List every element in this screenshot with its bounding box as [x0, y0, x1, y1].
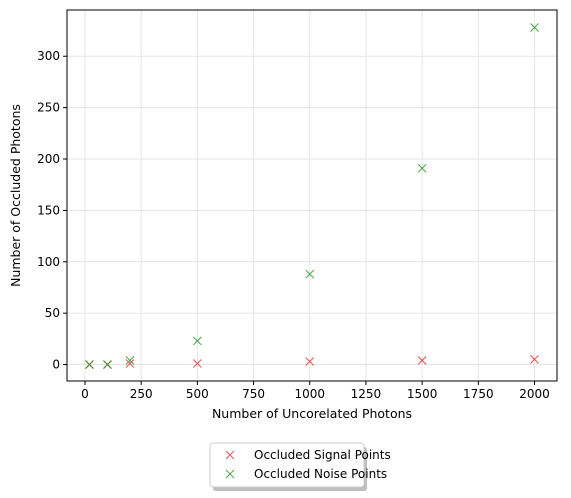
legend-marker-0 [225, 450, 235, 460]
data-point-series-1 [417, 163, 427, 173]
data-point-series-0 [192, 359, 202, 368]
x-tick-label: 1750 [463, 387, 494, 401]
legend: Occluded Signal Points Occluded Noise Poi… [209, 442, 391, 491]
data-point-series-0 [417, 356, 427, 365]
x-tick-label: 1500 [407, 387, 438, 401]
y-tick-label: 0 [52, 358, 60, 372]
x-tick-label: 1000 [294, 387, 325, 401]
y-tick-label: 250 [37, 101, 60, 115]
x-tick-label: 750 [242, 387, 265, 401]
plot-frame [66, 9, 558, 382]
y-tick-label: 50 [45, 306, 60, 320]
y-axis-label: Number of Occluded Photons [8, 104, 23, 287]
legend-box [209, 442, 365, 488]
data-point-series-0 [125, 359, 135, 368]
x-tick-label: 0 [81, 387, 89, 401]
data-point-series-1 [85, 360, 94, 369]
data-point-series-1 [192, 336, 202, 346]
x-axis-ticks: 0 250 500 750 1000 1250 1500 1750 2000 [81, 381, 550, 401]
y-tick-label: 150 [37, 203, 60, 217]
x-tick-label: 2000 [519, 387, 550, 401]
data-point-series-0 [305, 357, 315, 366]
data-point-series-1 [125, 356, 135, 365]
data-points [85, 23, 539, 369]
x-tick-label: 1250 [351, 387, 382, 401]
data-point-series-1 [305, 269, 315, 279]
legend-marker-1 [225, 469, 235, 479]
y-axis-ticks: 0 50 100 150 200 250 300 [37, 49, 67, 372]
legend-label-0: Occluded Signal Points [254, 448, 391, 462]
x-tick-label: 500 [186, 387, 209, 401]
x-tick-label: 250 [130, 387, 153, 401]
data-point-series-0 [530, 355, 539, 364]
y-tick-label: 300 [37, 49, 60, 63]
legend-label-1: Occluded Noise Points [254, 467, 387, 481]
data-point-series-1 [530, 23, 539, 32]
y-tick-label: 200 [37, 152, 60, 166]
y-tick-label: 100 [37, 255, 60, 269]
grid-lines [67, 10, 557, 381]
x-axis-label: Number of Uncorelated Photons [212, 406, 412, 421]
data-point-series-1 [103, 360, 112, 369]
